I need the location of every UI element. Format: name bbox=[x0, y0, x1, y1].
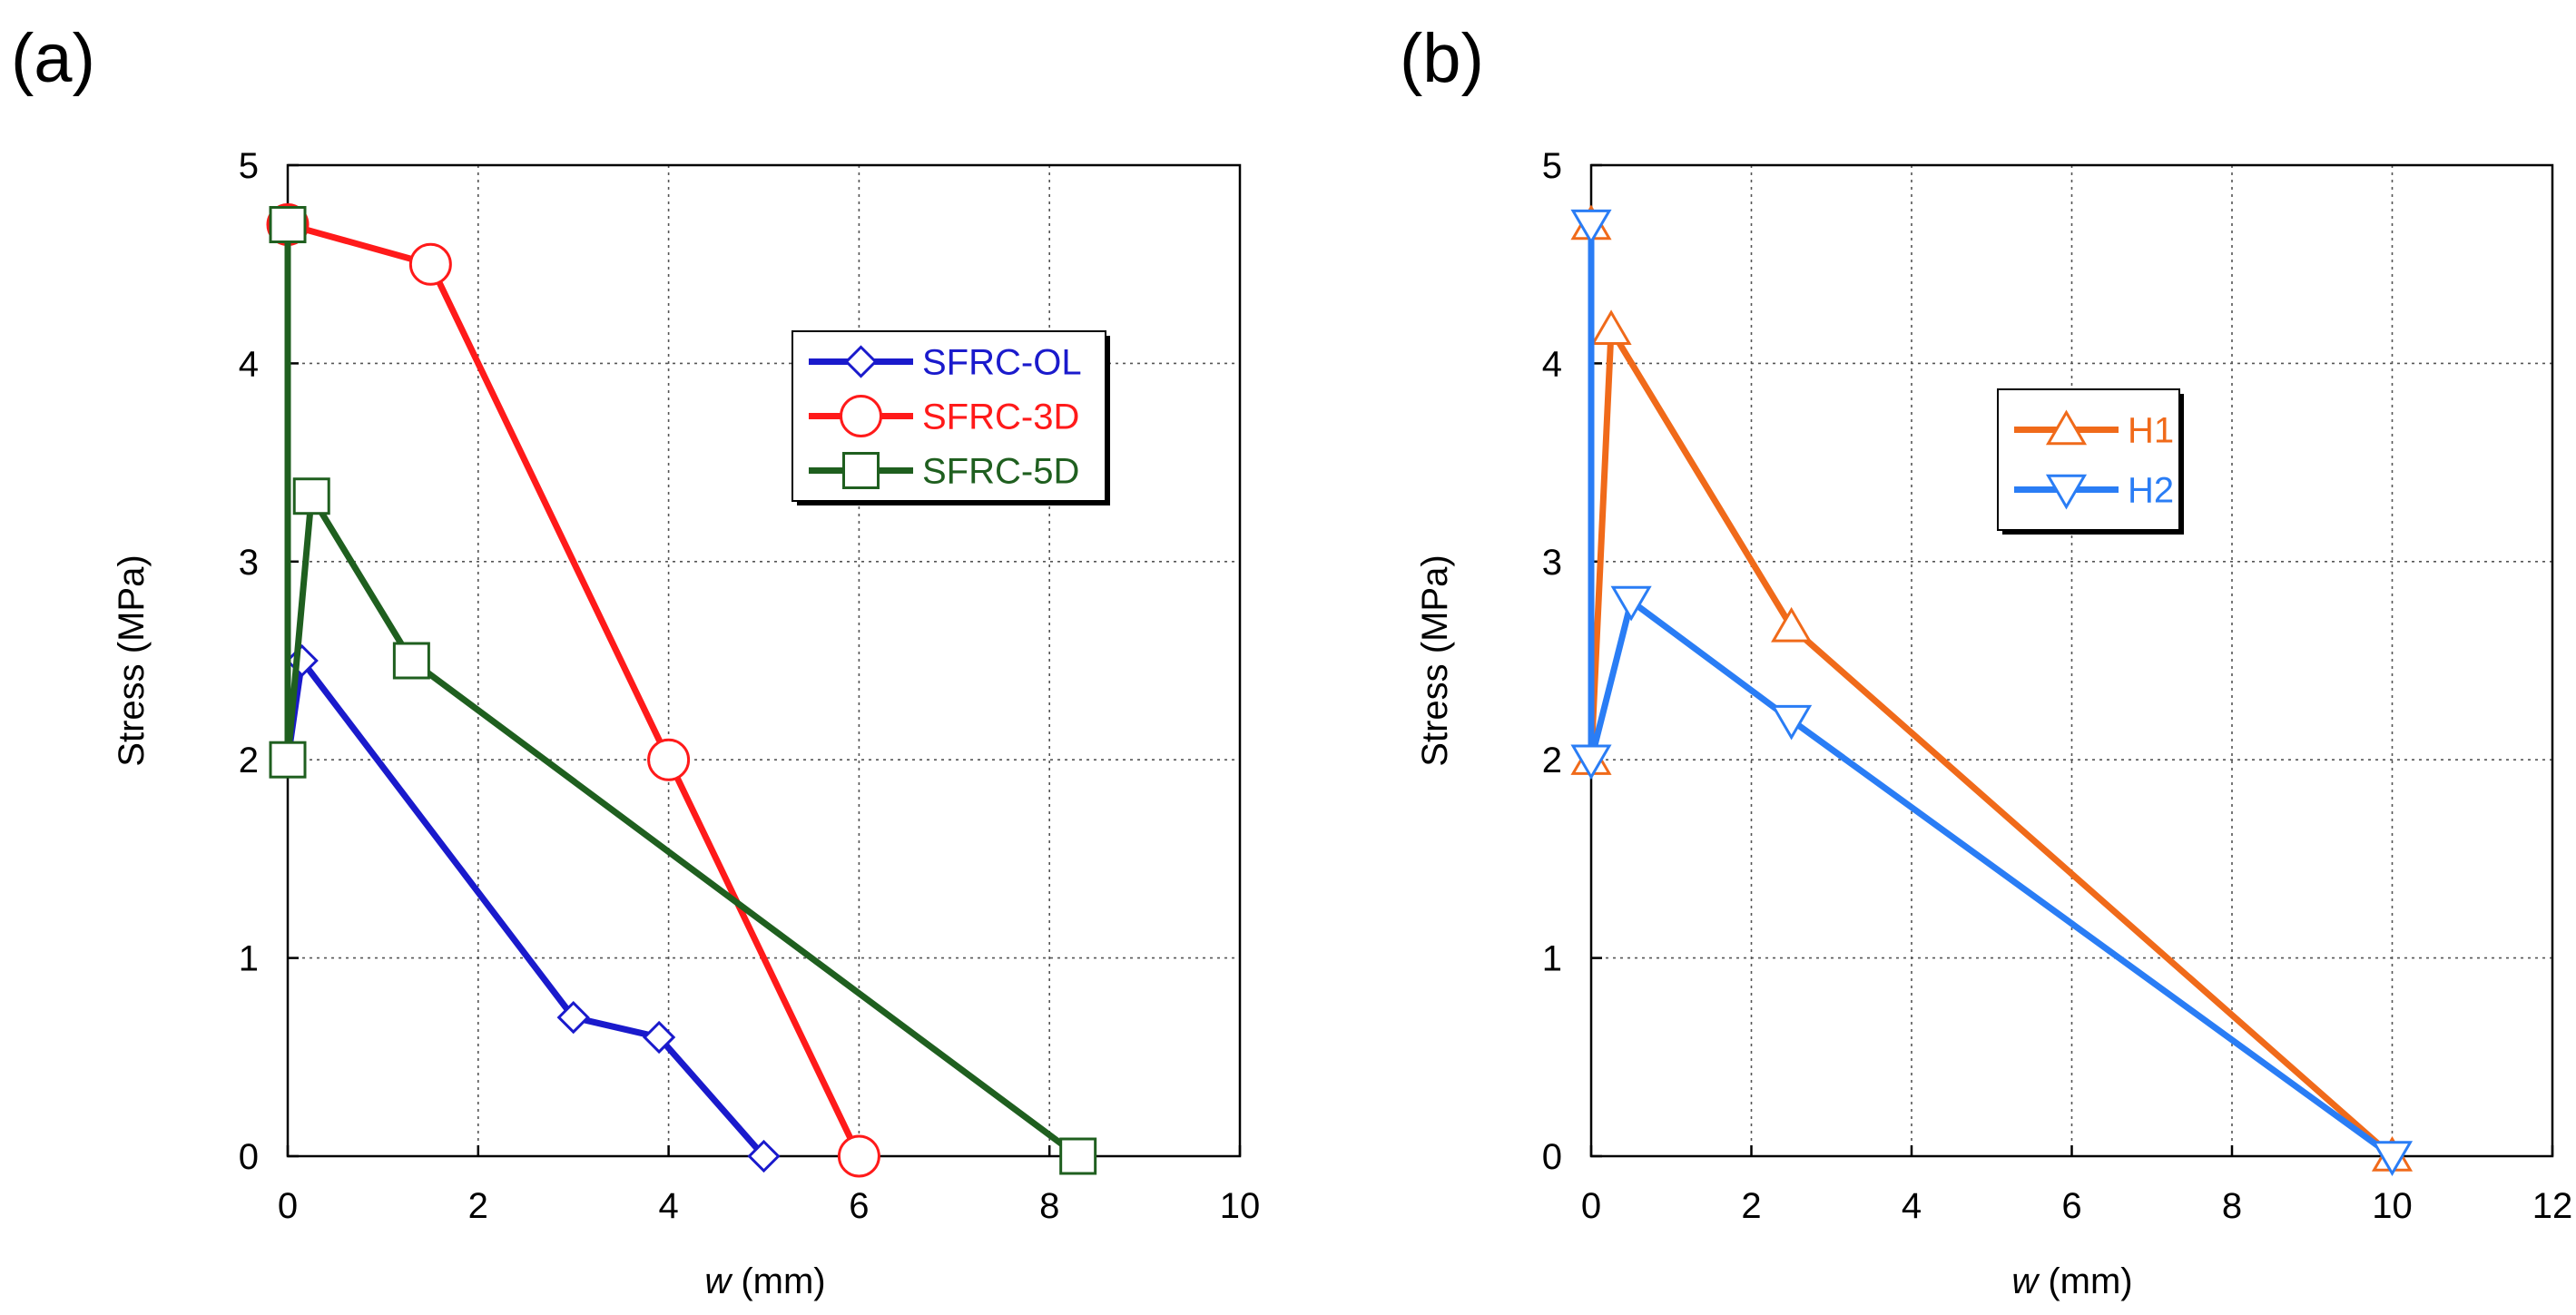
x-tick-label: 2 bbox=[468, 1186, 488, 1226]
y-tick-label: 2 bbox=[239, 741, 259, 780]
series-line-sfrc-ol bbox=[284, 221, 767, 1160]
x-axis-label: w (mm) bbox=[704, 1261, 825, 1301]
data-point-sfrc-ol bbox=[642, 1020, 676, 1055]
panel-label: (b) bbox=[1400, 20, 1484, 97]
legend-label-h1: H1 bbox=[2128, 411, 2174, 451]
data-point-sfrc-3d bbox=[408, 242, 452, 286]
data-point-sfrc-5d bbox=[392, 642, 430, 680]
x-tick-label: 8 bbox=[1039, 1186, 1059, 1226]
series-h2 bbox=[1570, 209, 2414, 1176]
y-tick-label: 4 bbox=[239, 344, 259, 384]
y-tick-label: 3 bbox=[239, 543, 259, 583]
x-axis-label-unit: (mm) bbox=[2038, 1261, 2132, 1301]
series-line-h2 bbox=[1588, 221, 2395, 1160]
legend-marker-sfrc-ol bbox=[844, 345, 878, 378]
x-axis-label-unit: (mm) bbox=[731, 1261, 825, 1301]
x-tick-label: 10 bbox=[2372, 1186, 2413, 1226]
x-axis-label-variable: w bbox=[704, 1261, 733, 1301]
data-point-h1 bbox=[1590, 309, 1632, 345]
grid bbox=[1591, 165, 2552, 1156]
x-tick-label: 2 bbox=[1741, 1186, 1761, 1226]
plot-frame bbox=[286, 163, 1242, 1158]
y-tick-label: 2 bbox=[1542, 741, 1562, 780]
x-tick-label: 0 bbox=[1581, 1186, 1601, 1226]
x-axis-label-variable: w bbox=[2011, 1261, 2040, 1301]
data-point-sfrc-5d bbox=[269, 206, 307, 244]
legend-label-sfrc-ol: SFRC-OL bbox=[922, 343, 1082, 383]
x-tick-label: 6 bbox=[849, 1186, 869, 1226]
series-line-sfrc-3d bbox=[284, 221, 862, 1160]
data-point-sfrc-3d bbox=[837, 1134, 880, 1178]
legend-marker-sfrc-3d bbox=[840, 395, 882, 437]
y-tick-label: 1 bbox=[1542, 939, 1562, 979]
panel-label: (a) bbox=[11, 20, 95, 97]
panel-a: (a) 0 2 4 6 8 10 0 1 2 3 4 5 w (mm) Stress (MPa) SFRC-O… bbox=[11, 20, 1260, 1301]
y-tick-label: 4 bbox=[1542, 344, 1562, 384]
y-tick-label: 0 bbox=[239, 1137, 259, 1177]
x-tick-label: 4 bbox=[1902, 1186, 1922, 1226]
data-point-h2 bbox=[1570, 209, 1612, 245]
x-tick-label: 12 bbox=[2532, 1186, 2573, 1226]
grid bbox=[288, 165, 1240, 1156]
data-point-h1 bbox=[1771, 606, 1813, 643]
y-tick-label: 1 bbox=[239, 939, 259, 979]
series-line-h1 bbox=[1588, 221, 2395, 1160]
legend-box bbox=[1997, 388, 2180, 531]
data-point-sfrc-3d bbox=[647, 738, 691, 781]
legend-label-sfrc-3d: SFRC-3D bbox=[922, 397, 1079, 437]
series-sfrc-ol bbox=[270, 208, 781, 1173]
x-tick-label: 6 bbox=[2061, 1186, 2081, 1226]
y-tick-label: 5 bbox=[1542, 146, 1562, 186]
y-axis-label: Stress (MPa) bbox=[1415, 554, 1455, 766]
x-tick-label: 10 bbox=[1220, 1186, 1261, 1226]
data-point-h2 bbox=[1610, 585, 1652, 622]
series-h1 bbox=[1570, 204, 2414, 1172]
data-point-h2 bbox=[1570, 744, 1612, 780]
x-tick-label: 8 bbox=[2222, 1186, 2242, 1226]
legend-marker-h1 bbox=[2045, 409, 2088, 446]
data-point-h2 bbox=[1771, 704, 1813, 741]
y-tick-label: 0 bbox=[1542, 1137, 1562, 1177]
x-tick-label: 4 bbox=[658, 1186, 678, 1226]
legend-label-h2: H2 bbox=[2128, 471, 2174, 511]
data-point-sfrc-5d bbox=[269, 741, 307, 779]
y-tick-label: 5 bbox=[239, 146, 259, 186]
series-sfrc-5d bbox=[269, 206, 1097, 1175]
data-point-sfrc-5d bbox=[1059, 1137, 1097, 1175]
data-point-sfrc-ol bbox=[747, 1139, 781, 1173]
legend-label-sfrc-5d: SFRC-5D bbox=[922, 452, 1079, 492]
legend-marker-h2 bbox=[2045, 474, 2088, 510]
x-axis-label: w (mm) bbox=[2011, 1261, 2132, 1301]
data-point-h2 bbox=[2371, 1141, 2414, 1176]
legend: SFRC-OL SFRC-3D SFRC-5D bbox=[791, 330, 1110, 505]
y-axis-label: Stress (MPa) bbox=[112, 554, 152, 766]
legend: H1 H2 bbox=[1997, 388, 2184, 535]
y-tick-label: 3 bbox=[1542, 543, 1562, 583]
legend-marker-sfrc-5d bbox=[842, 452, 880, 489]
x-tick-label: 0 bbox=[278, 1186, 298, 1226]
data-point-sfrc-5d bbox=[292, 477, 330, 515]
data-point-sfrc-ol bbox=[556, 1000, 590, 1035]
